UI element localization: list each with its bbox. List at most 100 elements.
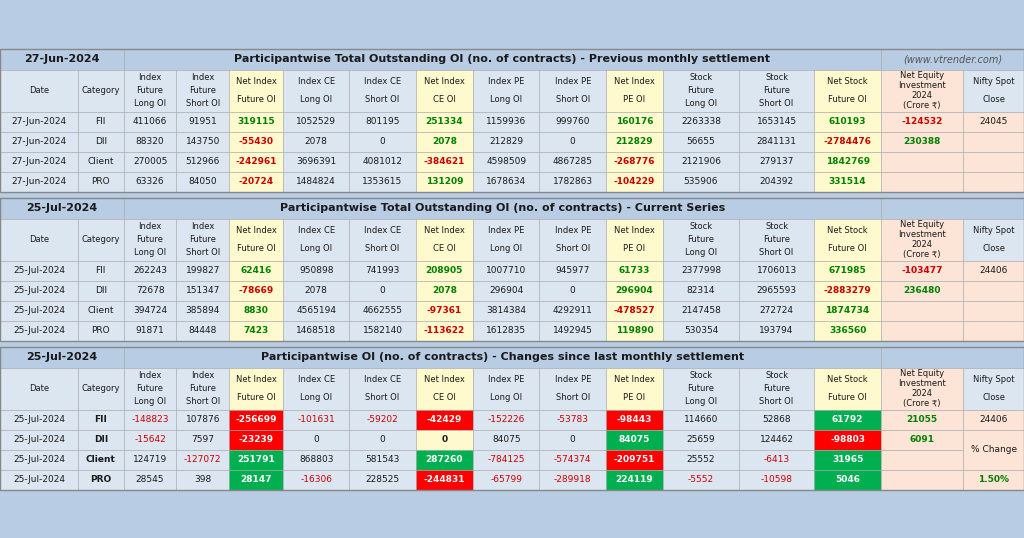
Bar — [540, 301, 606, 321]
Bar — [416, 260, 473, 280]
Text: Short OI: Short OI — [556, 95, 590, 104]
Bar — [738, 111, 814, 131]
Bar — [78, 280, 124, 301]
Text: 331514: 331514 — [828, 177, 866, 186]
Text: Nifty Spot: Nifty Spot — [973, 77, 1015, 86]
Text: Future OI: Future OI — [828, 393, 867, 402]
Bar — [349, 260, 416, 280]
Text: 581543: 581543 — [366, 455, 399, 464]
Text: Client: Client — [87, 157, 114, 166]
Text: Index: Index — [138, 222, 162, 231]
Bar — [738, 321, 814, 341]
Bar — [738, 450, 814, 470]
Text: 8830: 8830 — [244, 306, 268, 315]
Bar — [124, 197, 881, 218]
Text: 2078: 2078 — [432, 286, 457, 295]
Text: Index: Index — [191, 73, 214, 82]
Bar — [349, 450, 416, 470]
Bar — [78, 172, 124, 192]
Bar — [540, 172, 606, 192]
Text: -256699: -256699 — [236, 415, 276, 424]
Bar — [349, 321, 416, 341]
Text: 1484824: 1484824 — [296, 177, 336, 186]
Text: 0: 0 — [569, 137, 575, 146]
Text: Investment: Investment — [898, 379, 946, 388]
Text: -2784476: -2784476 — [823, 137, 871, 146]
Text: -6413: -6413 — [764, 455, 790, 464]
Bar — [283, 172, 349, 192]
Text: 999760: 999760 — [555, 117, 590, 126]
Bar — [176, 321, 229, 341]
Bar — [964, 470, 1024, 490]
Bar — [0, 197, 124, 218]
Text: 4598509: 4598509 — [486, 157, 526, 166]
Text: 62416: 62416 — [241, 266, 271, 275]
Text: 143750: 143750 — [185, 137, 220, 146]
Bar — [540, 450, 606, 470]
Bar — [606, 69, 664, 111]
Text: -113622: -113622 — [424, 326, 465, 335]
Text: PRO: PRO — [90, 475, 112, 484]
Text: Long OI: Long OI — [685, 247, 717, 257]
Text: -16306: -16306 — [300, 475, 332, 484]
Bar — [881, 131, 964, 152]
Text: Long OI: Long OI — [300, 393, 332, 402]
Bar — [473, 260, 540, 280]
Text: Index: Index — [191, 222, 214, 231]
Text: 208905: 208905 — [426, 266, 463, 275]
Text: -103477: -103477 — [901, 266, 943, 275]
Text: DII: DII — [95, 137, 106, 146]
Bar — [176, 470, 229, 490]
Text: CE OI: CE OI — [433, 95, 456, 104]
Text: 251791: 251791 — [238, 455, 274, 464]
Text: 530354: 530354 — [684, 326, 718, 335]
Text: 2078: 2078 — [432, 137, 457, 146]
Bar — [738, 152, 814, 172]
Text: 25659: 25659 — [687, 435, 716, 444]
Bar — [283, 450, 349, 470]
Text: 2121906: 2121906 — [681, 157, 721, 166]
Text: 84075: 84075 — [492, 435, 520, 444]
Bar — [124, 172, 176, 192]
Text: Short OI: Short OI — [760, 397, 794, 406]
Text: Short OI: Short OI — [185, 397, 220, 406]
Text: 25-Jul-2024: 25-Jul-2024 — [13, 266, 65, 275]
Bar — [176, 111, 229, 131]
Bar — [814, 280, 881, 301]
Text: -574374: -574374 — [554, 455, 592, 464]
Text: Future OI: Future OI — [828, 95, 867, 104]
Text: 251334: 251334 — [426, 117, 463, 126]
Text: Index: Index — [138, 371, 162, 380]
Text: FII: FII — [94, 415, 108, 424]
Bar — [0, 409, 78, 429]
Bar — [964, 470, 1024, 490]
Bar — [416, 367, 473, 409]
Text: -78669: -78669 — [239, 286, 273, 295]
Text: 1468518: 1468518 — [296, 326, 336, 335]
Bar — [606, 218, 664, 260]
Text: Long OI: Long OI — [490, 393, 522, 402]
Bar — [283, 218, 349, 260]
Bar — [606, 172, 664, 192]
Text: 72678: 72678 — [136, 286, 165, 295]
Text: 212829: 212829 — [615, 137, 653, 146]
Bar — [124, 280, 176, 301]
Bar — [881, 429, 964, 450]
Bar — [0, 450, 78, 470]
Bar — [814, 172, 881, 192]
Bar — [78, 450, 124, 470]
Bar — [814, 69, 881, 111]
Bar — [738, 218, 814, 260]
Text: Category: Category — [82, 86, 120, 95]
Bar — [540, 367, 606, 409]
Bar — [283, 280, 349, 301]
Text: PE OI: PE OI — [624, 244, 645, 253]
Text: 385894: 385894 — [185, 306, 220, 315]
Text: Index PE: Index PE — [555, 226, 591, 235]
Bar — [229, 367, 283, 409]
Bar — [229, 260, 283, 280]
Text: 1582140: 1582140 — [362, 326, 402, 335]
Bar — [664, 69, 738, 111]
Bar — [0, 367, 78, 409]
Text: -384621: -384621 — [424, 157, 465, 166]
